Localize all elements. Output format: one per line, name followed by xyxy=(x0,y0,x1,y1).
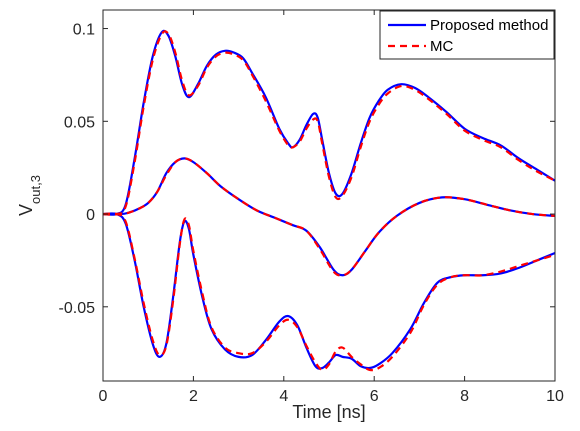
y-axis-label-subscript: out,3 xyxy=(28,175,43,204)
x-tick-label: 10 xyxy=(546,388,564,405)
legend-entry: Proposed method xyxy=(430,17,548,34)
axes-box xyxy=(102,9,556,382)
y-tick-label: 0.1 xyxy=(73,22,95,39)
x-tick-label: 4 xyxy=(279,388,288,405)
mc-line-2 xyxy=(102,157,556,277)
y-tick-label: 0.05 xyxy=(64,114,95,131)
data-lines xyxy=(102,29,556,372)
x-axis-label: Time [ns] xyxy=(292,402,365,422)
legend-entry: MC xyxy=(430,38,453,55)
x-tick-label: 6 xyxy=(370,388,379,405)
x-tick-label: 0 xyxy=(99,388,108,405)
x-tick-label: 2 xyxy=(189,388,198,405)
x-axis: 0 2 4 6 8 10 xyxy=(99,10,564,405)
mc-line-1 xyxy=(102,30,556,216)
legend-box xyxy=(379,10,555,60)
legend: Proposed method MC xyxy=(379,10,555,60)
y-axis-label: Vout,3 xyxy=(16,175,43,216)
mc-line-3 xyxy=(102,212,556,372)
y-tick-label: -0.05 xyxy=(59,300,96,317)
x-tick-label: 8 xyxy=(460,388,469,405)
y-axis-label-main: V xyxy=(16,204,36,216)
y-tick-label: 0 xyxy=(86,207,95,224)
